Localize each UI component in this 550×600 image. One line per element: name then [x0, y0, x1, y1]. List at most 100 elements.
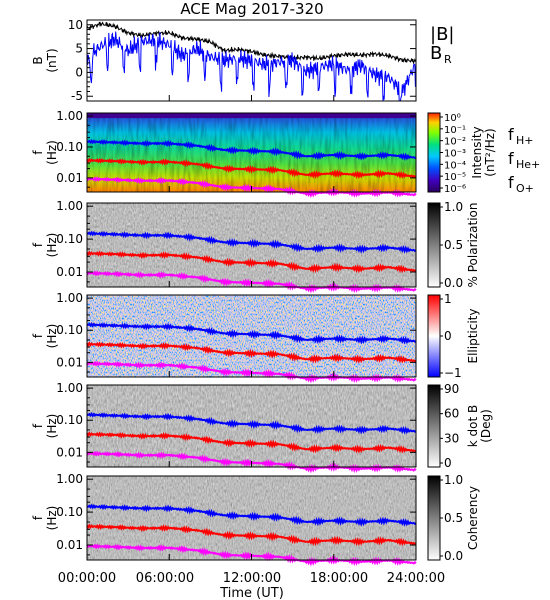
y-tick-label-polarization: 0.10	[56, 232, 83, 246]
y-label-intensity: f (Hz)	[31, 140, 59, 165]
colorbar-label-text-polarization: % Polarization	[466, 203, 480, 288]
colorbar-tick-label-ellipticity: 0	[444, 329, 452, 343]
gyro-line-he-plus-ellipticity	[86, 341, 416, 364]
gyro-line-he-plus-k-dot-b	[86, 431, 416, 454]
colorbar-tick-label-intensity: 10⁻³	[444, 149, 466, 160]
colorbar-tick-label-k-dot-b: 60	[444, 407, 459, 421]
legend-radial-sub: R	[444, 53, 452, 66]
y-tick-label-field: 0	[75, 65, 83, 79]
colorbar-label-text-intensity: Intensity	[470, 126, 484, 178]
legend-freq-2: f	[508, 173, 514, 192]
y-tick-label-coherency: 0.01	[56, 538, 83, 552]
x-tick-label-2: 12:00:00	[223, 571, 281, 586]
y-tick-label-coherency: 0.10	[56, 505, 83, 519]
y-label-text-coherency: f	[31, 515, 45, 520]
colorbar-tick-label-ellipticity: −1	[444, 366, 462, 380]
y-tick-label-intensity: 1.00	[56, 109, 83, 123]
y-unit-text-ellipticity: (Hz)	[45, 324, 59, 349]
colorbar-k-dot-b	[427, 384, 441, 468]
colorbar-unit-text-intensity: (nT²/Hz)	[483, 128, 497, 176]
gyro-line-he-plus-intensity	[86, 157, 416, 180]
legend-radial-field: B	[430, 43, 442, 64]
colorbar-tick-label-polarization: 0.5	[444, 238, 463, 252]
y-label-text-k-dot-b: f	[31, 423, 45, 428]
x-tick-label-3: 18:00:00	[310, 571, 368, 586]
y-unit-text-polarization: (Hz)	[45, 233, 59, 258]
y-unit-text-coherency: (Hz)	[45, 506, 59, 531]
gyro-line-h-plus-k-dot-b	[86, 411, 417, 435]
gyro-line-h-plus-intensity	[86, 139, 417, 161]
y-tick-label-ellipticity: 0.01	[56, 355, 83, 369]
gyro-line-he-plus-coherency	[86, 523, 416, 547]
y-tick-label-k-dot-b: 0.01	[56, 445, 83, 459]
x-axis-label: Time (UT)	[219, 586, 284, 600]
legend-freq-sub-0: H+	[516, 134, 534, 147]
colorbar-label-text-k-dot-b: k dot B	[466, 405, 480, 447]
y-tick-label-field: 10	[68, 18, 83, 32]
y-tick-label-k-dot-b: 0.10	[56, 413, 83, 427]
colorbar-tick-label-ellipticity: 1	[444, 292, 452, 306]
y-tick-label-polarization: 0.01	[56, 265, 83, 279]
y-unit-text-k-dot-b: (Hz)	[45, 414, 59, 439]
colorbar-label-polarization: % Polarization	[466, 203, 480, 288]
y-tick-label-ellipticity: 1.00	[56, 291, 83, 305]
colorbar-ellipticity	[427, 294, 441, 378]
y-label-text-polarization: f	[31, 242, 45, 247]
colorbar-tick-label-k-dot-b: 30	[444, 431, 459, 445]
x-tick-label-1: 06:00:00	[136, 571, 194, 586]
colorbar-coherency	[427, 475, 441, 561]
y-label-text-field: B	[31, 56, 45, 64]
y-label-coherency: f (Hz)	[31, 506, 59, 531]
colorbar-tick-label-intensity: 10⁻⁶	[444, 184, 466, 195]
y-label-polarization: f (Hz)	[31, 233, 59, 258]
colorbar-tick-label-coherency: 1.0	[444, 473, 463, 487]
colorbar-tick-label-intensity: 10⁻⁵	[444, 172, 466, 183]
colorbar-intensity	[427, 112, 441, 193]
colorbar-unit-text-k-dot-b: (Deg)	[479, 409, 493, 443]
colorbar-tick-label-intensity: 10⁰	[444, 113, 461, 124]
y-label-text-intensity: f	[31, 150, 45, 155]
y-tick-label-field: -5	[71, 89, 83, 103]
y-tick-label-ellipticity: 0.10	[56, 323, 83, 337]
y-tick-label-coherency: 1.00	[56, 472, 83, 486]
legend-freq-sub-1: He+	[516, 158, 540, 171]
colorbar-tick-label-polarization: 1.0	[444, 200, 463, 214]
y-label-text-ellipticity: f	[31, 333, 45, 338]
colorbar-tick-label-k-dot-b: 90	[444, 382, 459, 396]
series-line-br	[86, 31, 417, 102]
gyro-line-h-plus-coherency	[86, 503, 417, 527]
colorbar-tick-label-coherency: 0.5	[444, 511, 463, 525]
heatmap-top-band-intensity	[87, 113, 416, 118]
legend-freq-1: f	[508, 149, 514, 168]
colorbar-tick-label-k-dot-b: 0	[444, 456, 452, 470]
y-tick-label-polarization: 1.00	[56, 199, 83, 213]
series-line-b	[86, 21, 417, 65]
y-tick-label-intensity: 0.01	[56, 171, 83, 185]
y-tick-label-k-dot-b: 1.00	[56, 381, 83, 395]
y-label-k-dot-b: f (Hz)	[31, 414, 59, 439]
colorbar-label-text-ellipticity: Ellipticity	[466, 309, 480, 364]
gyro-line-h-plus-polarization	[86, 230, 417, 254]
colorbar-tick-label-intensity: 10⁻⁴	[444, 160, 466, 171]
y-unit-text-field: (nT)	[45, 48, 59, 72]
y-tick-label-field: 5	[75, 42, 83, 56]
colorbar-tick-label-intensity: 10⁻²	[444, 137, 466, 148]
y-label-ellipticity: f (Hz)	[31, 324, 59, 349]
gyro-line-h-plus-ellipticity	[86, 321, 417, 345]
colorbar-label-k-dot-b: k dot B (Deg)	[466, 405, 493, 447]
x-tick-label-4: 24:00:00	[387, 571, 445, 586]
colorbar-tick-label-intensity: 10⁻¹	[444, 125, 466, 136]
x-tick-label-0: 00:00:00	[58, 571, 116, 586]
colorbar-label-coherency: Coherency	[466, 486, 480, 550]
colorbar-label-text-coherency: Coherency	[466, 486, 480, 550]
y-tick-label-intensity: 0.10	[56, 140, 83, 154]
colorbar-polarization	[427, 202, 441, 288]
figure-title: ACE Mag 2017-320	[180, 0, 323, 18]
legend-freq-sub-2: O+	[516, 182, 534, 195]
gyro-line-he-plus-polarization	[86, 250, 416, 274]
legend-freq-0: f	[508, 125, 514, 144]
colorbar-tick-label-coherency: 0.0	[444, 549, 463, 563]
colorbar-label-ellipticity: Ellipticity	[466, 309, 480, 364]
colorbar-label-intensity: Intensity (nT²/Hz)	[470, 126, 497, 178]
